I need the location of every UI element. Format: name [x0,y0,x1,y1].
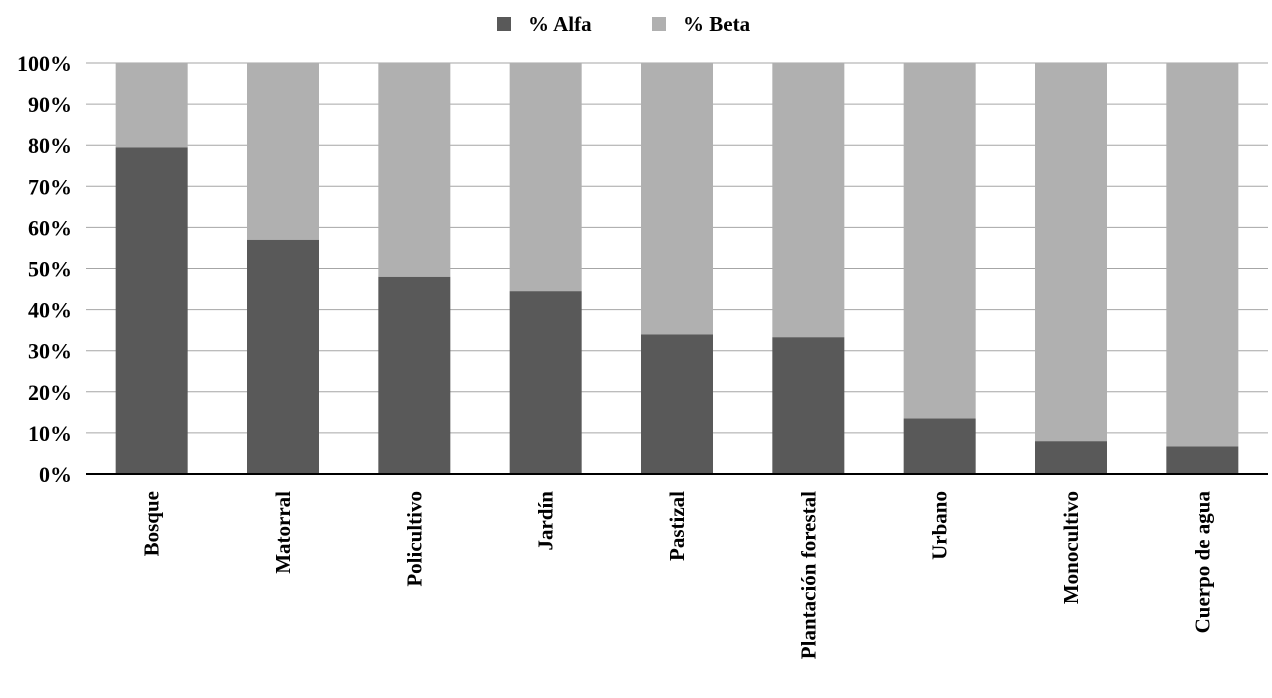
legend-label-beta: % Beta [683,12,751,36]
x-axis-category-labels: Bosque Matorral Policultivo Jardín Pastizal P… [140,491,1215,660]
y-axis-tick-labels: 0% 10% 20% 30% 40% 50% 60% 70% 80% 90% 100% [17,51,72,487]
bar-segment-alfa [115,147,188,474]
bar-segment-beta [1166,63,1239,447]
bar-segment-beta [772,63,845,338]
bar-segment-beta [509,63,582,292]
y-tick-label: 10% [28,421,72,446]
bar-segment-alfa [641,334,713,474]
y-tick-label: 40% [28,298,72,323]
bar-segment-beta [115,63,188,148]
x-category-label: Policultivo [402,491,426,587]
y-tick-label: 100% [17,51,72,76]
y-tick-label: 30% [28,339,72,364]
y-tick-label: 60% [28,215,72,240]
x-category-label: Jardín [534,491,558,551]
bar-segment-beta [903,63,976,419]
x-category-label: Bosque [140,491,164,556]
legend-swatch-alfa [497,17,511,31]
bar-segment-alfa [903,418,976,474]
bar-segment-beta [641,63,713,335]
y-tick-label: 0% [39,462,72,487]
legend-swatch-beta [652,17,666,31]
x-category-label: Pastizal [665,491,689,561]
bar-segment-alfa [378,276,451,474]
y-tick-label: 80% [28,133,72,158]
bar-segment-beta [247,63,319,240]
bar-segment-alfa [1035,441,1107,474]
bar-segment-beta [378,63,451,277]
x-category-label: Urbano [928,491,952,560]
y-tick-label: 50% [28,257,72,282]
x-category-label: Matorral [271,491,295,574]
y-tick-label: 20% [28,380,72,405]
y-tick-label: 90% [28,92,72,117]
bar-segment-alfa [247,239,319,474]
x-category-label: Cuerpo de agua [1190,491,1214,634]
bar-segment-alfa [509,291,582,474]
legend-label-alfa: % Alfa [528,12,592,36]
bar-segment-beta [1035,63,1107,442]
bar-segment-alfa [1166,446,1239,474]
x-category-label: Monocultivo [1059,491,1083,604]
bar-segment-alfa [772,337,845,474]
legend: % Alfa % Beta [497,12,751,36]
x-category-label: Plantación forestal [796,491,820,659]
y-tick-label: 70% [28,174,72,199]
bars [115,63,1239,474]
